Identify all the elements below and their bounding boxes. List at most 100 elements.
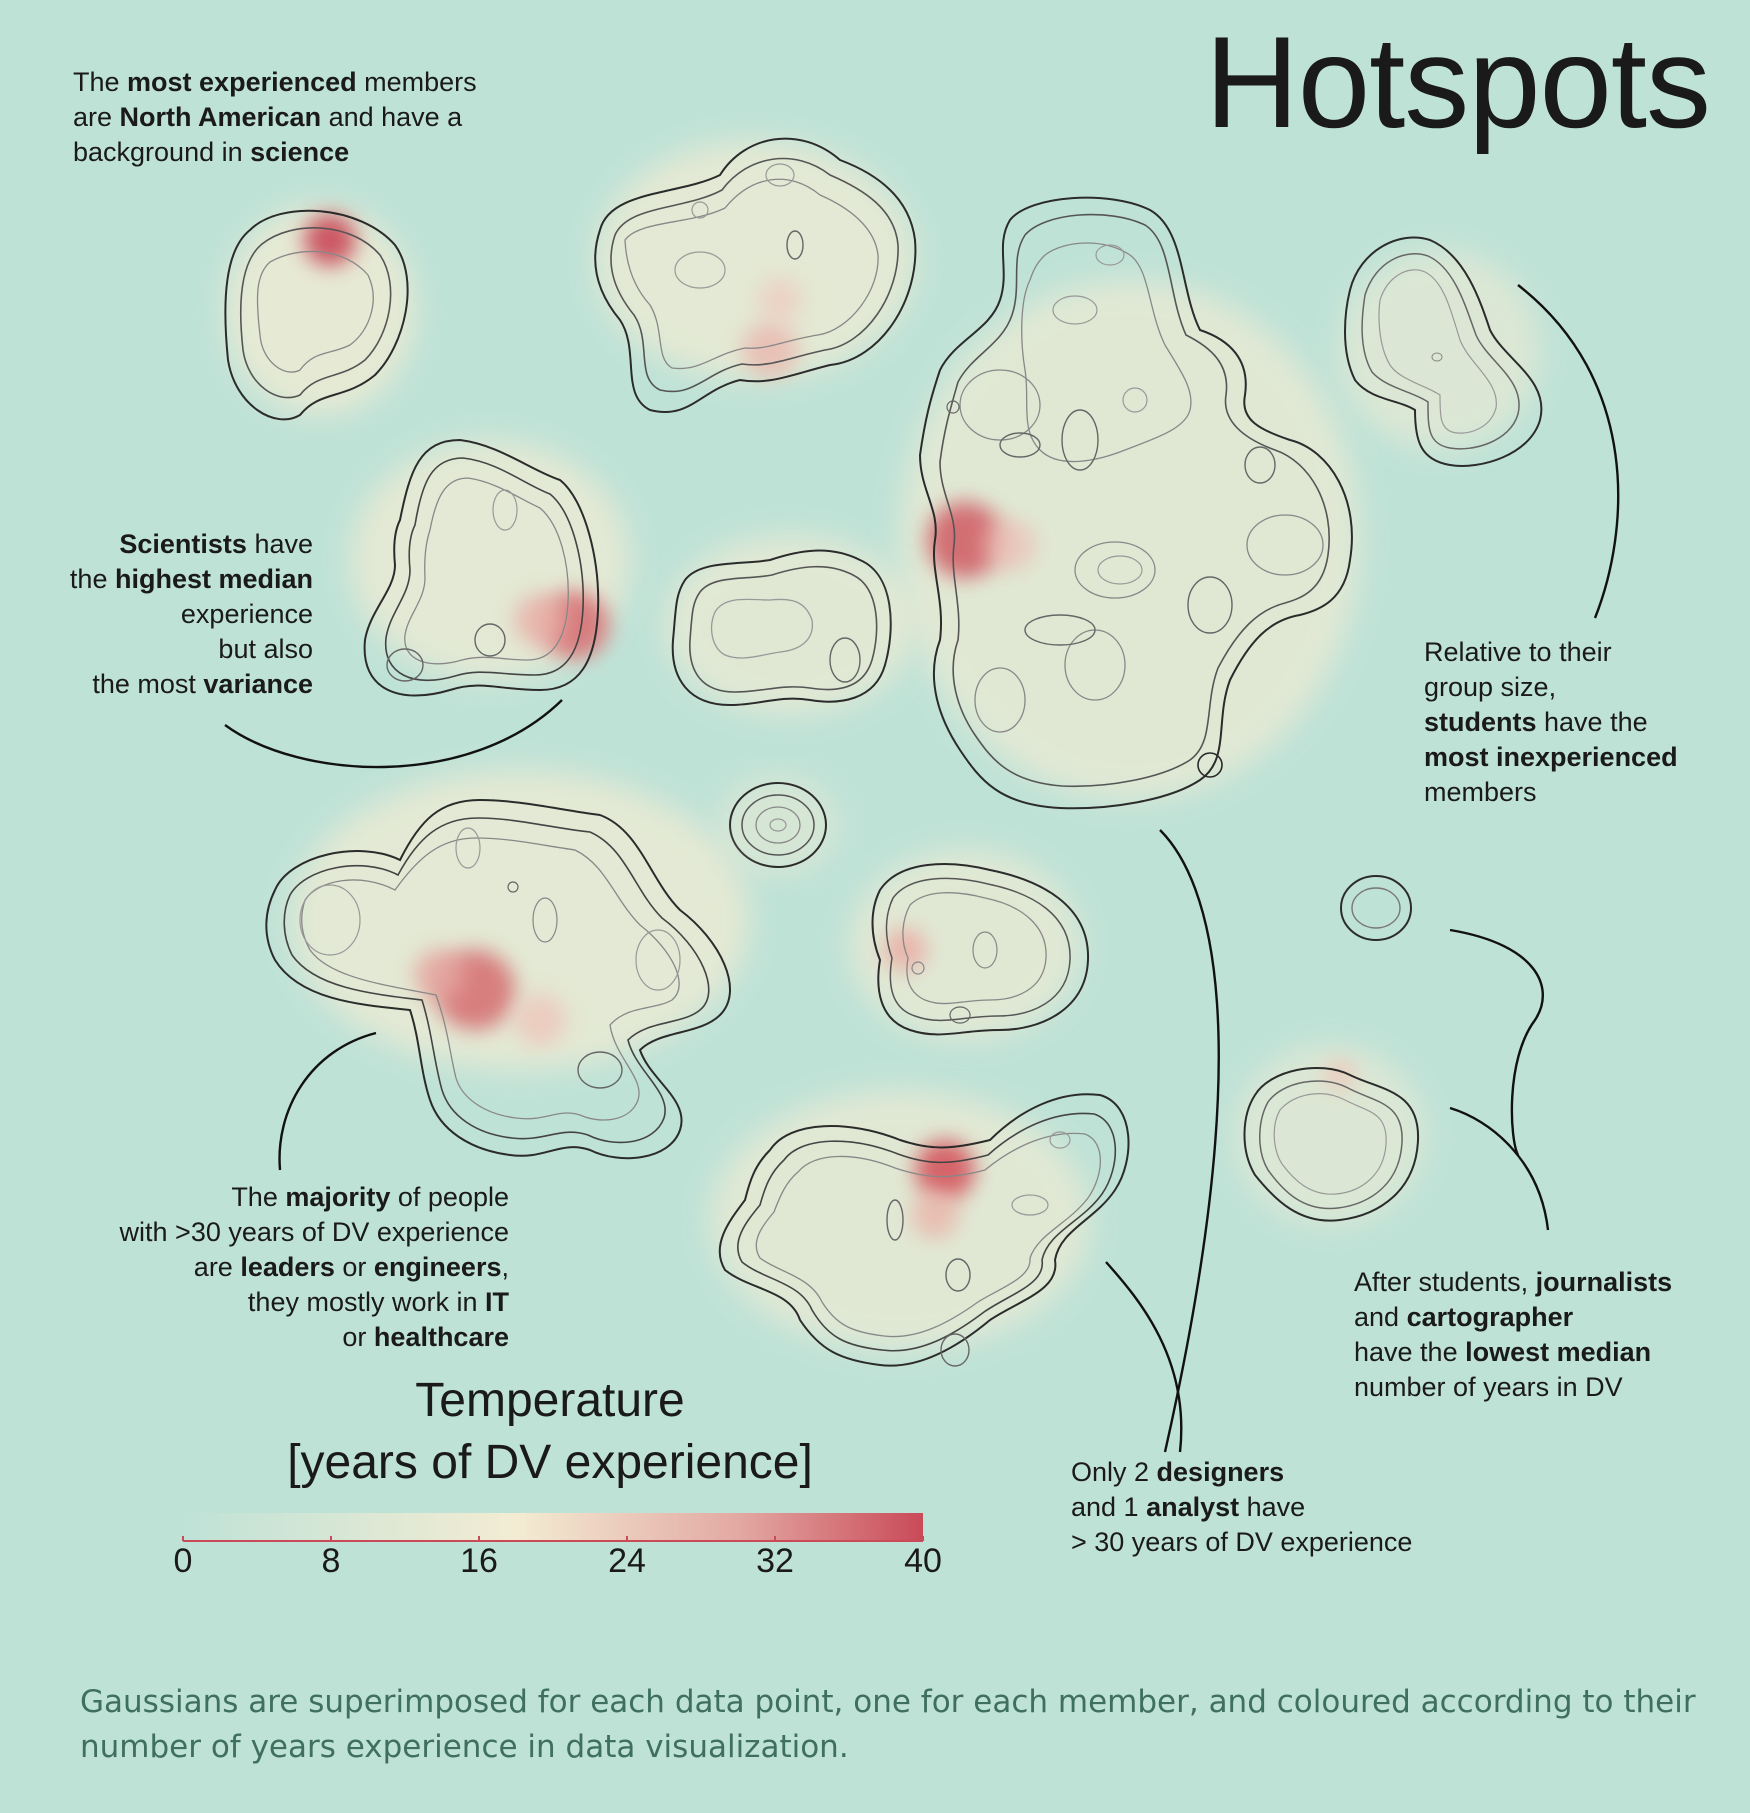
annotation-emphasis: students (1424, 707, 1537, 737)
annotation-emphasis: leaders (240, 1252, 335, 1282)
annotation-line: or healthcare (120, 1320, 509, 1355)
annotation-text: background in (73, 137, 251, 167)
connector-journalists-a (1449, 928, 1544, 1156)
annotation-emphasis: analyst (1146, 1492, 1240, 1522)
annotation-emphasis: variance (203, 669, 313, 699)
annotation-line: Only 2 designers (1071, 1455, 1412, 1490)
cluster-middle (850, 850, 1090, 1040)
annotation-text: members (1424, 777, 1537, 807)
annotation-text: group size, (1424, 672, 1557, 702)
legend-tick-label: 24 (608, 1542, 646, 1580)
annotation-journalists: After students, journalists and cartograp… (1354, 1265, 1672, 1405)
annotation-line: the most variance (70, 667, 313, 702)
connector-journalists-b (1449, 1106, 1550, 1231)
cluster-center (665, 535, 915, 715)
connector-students (1517, 284, 1620, 619)
annotation-line: background in science (73, 135, 477, 170)
annotation-text: they mostly work in (247, 1287, 485, 1317)
legend-tick-label: 0 (173, 1542, 193, 1580)
legend-tick-label: 40 (904, 1542, 942, 1580)
annotation-text: or (342, 1322, 374, 1352)
cluster-designers (710, 1090, 1130, 1367)
legend-title: Temperature [years of DV experience] (230, 1370, 870, 1494)
cluster-students (1340, 236, 1543, 467)
annotation-line: number of years in DV (1354, 1370, 1672, 1405)
annotation-text: and 1 (1071, 1492, 1147, 1522)
cluster-journalists (1235, 1045, 1425, 1225)
annotation-line: most inexperienced (1424, 740, 1678, 775)
hotspot-science (304, 214, 356, 266)
annotation-line: Scientists have (70, 527, 313, 562)
legend-title-line2: [years of DV experience] (287, 1436, 813, 1489)
legend-gradient (183, 1513, 923, 1541)
annotation-text: have (1239, 1492, 1306, 1522)
annotation-text: The (73, 67, 128, 97)
annotation-line: experience (70, 597, 313, 632)
annotation-emphasis: most inexperienced (1424, 742, 1678, 772)
connector-majority (278, 1031, 377, 1171)
annotation-line: The majority of people (120, 1180, 509, 1215)
annotation-line: the highest median (70, 562, 313, 597)
annotation-emphasis: designers (1156, 1457, 1285, 1487)
annotation-text: but also (218, 634, 313, 664)
annotation-emphasis: most experienced (127, 67, 357, 97)
annotation-line: with >30 years of DV experience (120, 1215, 509, 1250)
annotation-emphasis: journalists (1535, 1267, 1673, 1297)
annotation-emphasis: Scientists (119, 529, 247, 559)
annotation-line: Relative to their (1424, 635, 1678, 670)
annotation-text: of people (390, 1182, 509, 1212)
annotation-emphasis: IT (485, 1287, 509, 1317)
page-title: Hotspots (1204, 9, 1711, 155)
annotation-line: After students, journalists (1354, 1265, 1672, 1300)
connector-scientists (224, 699, 563, 769)
annotation-emphasis: majority (285, 1182, 391, 1212)
cluster-students-large (900, 196, 1360, 810)
hotspot-designers (915, 1140, 975, 1200)
annotation-text: Relative to their (1424, 637, 1612, 667)
annotation-emphasis: healthcare (373, 1322, 509, 1352)
annotation-text: and have a (321, 102, 463, 132)
annotation-designers: Only 2 designers and 1 analyst have > 30 y… (1071, 1455, 1412, 1560)
annotation-emphasis: engineers (373, 1252, 502, 1282)
annotation-emphasis: science (250, 137, 350, 167)
annotation-line: are North American and have a (73, 100, 477, 135)
annotation-text: the (69, 564, 115, 594)
annotation-text: and (1354, 1302, 1407, 1332)
cluster-tiny-circle (1340, 875, 1412, 941)
cluster-top-center (594, 137, 917, 413)
annotation-text: > 30 years of DV experience (1071, 1527, 1413, 1557)
legend-colorbar (182, 1513, 924, 1542)
annotation-line: members (1424, 775, 1678, 810)
annotation-students: Relative to their group size, students hav… (1424, 635, 1678, 810)
legend-title-line1: Temperature (415, 1374, 685, 1427)
annotation-text: After students, (1354, 1267, 1536, 1297)
annotation-line: have the lowest median (1354, 1335, 1672, 1370)
annotation-line: and cartographer (1354, 1300, 1672, 1335)
annotation-line: group size, (1424, 670, 1678, 705)
annotation-emphasis: highest median (114, 564, 313, 594)
annotation-text: number of years in DV (1354, 1372, 1623, 1402)
cluster-leaders-engineers (265, 770, 750, 1160)
annotation-text: experience (180, 599, 313, 629)
cluster-small-circle (718, 775, 838, 875)
annotation-text: are (193, 1252, 241, 1282)
annotation-emphasis: North American (119, 102, 322, 132)
connector-designers-b (1105, 1261, 1183, 1453)
cluster-science (224, 205, 415, 421)
annotation-line: The most experienced members (73, 65, 477, 100)
annotation-text: are (73, 102, 120, 132)
annotation-text: have (246, 529, 313, 559)
annotation-line: > 30 years of DV experience (1071, 1525, 1412, 1560)
annotation-text: with >30 years of DV experience (119, 1217, 509, 1247)
cluster-scientists (350, 438, 630, 697)
annotation-text: Only 2 (1071, 1457, 1157, 1487)
footnote: Gaussians are superimposed for each data… (80, 1684, 1696, 1765)
legend-tick-label: 32 (756, 1542, 794, 1580)
annotation-text: the most (92, 669, 204, 699)
annotation-line: but also (70, 632, 313, 667)
annotation-line: they mostly work in IT (120, 1285, 509, 1320)
annotation-line: and 1 analyst have (1071, 1490, 1412, 1525)
annotation-majority: The majority of people with >30 years of … (120, 1180, 509, 1355)
annotation-text: or (334, 1252, 374, 1282)
